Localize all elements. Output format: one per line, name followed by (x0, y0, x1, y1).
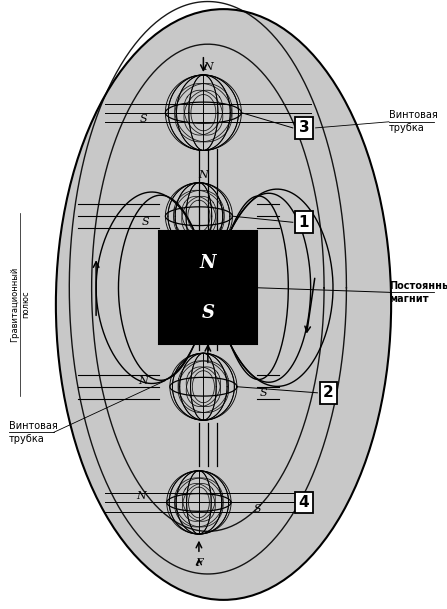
Text: S: S (139, 114, 147, 124)
Text: S: S (201, 303, 215, 322)
Text: S: S (141, 217, 149, 227)
Text: 3: 3 (299, 121, 309, 135)
Ellipse shape (56, 9, 391, 600)
Text: N: N (138, 376, 148, 385)
Text: Гравитационный
полюс: Гравитационный полюс (10, 267, 30, 342)
Text: 4: 4 (299, 495, 309, 510)
Text: Винтовая
трубка: Винтовая трубка (9, 421, 58, 444)
Text: N: N (203, 62, 213, 72)
Text: 1: 1 (299, 215, 309, 230)
Text: S: S (260, 388, 268, 398)
Text: N: N (136, 491, 146, 501)
Text: S: S (253, 504, 261, 513)
Bar (159, 231, 257, 344)
Text: N: N (198, 170, 208, 180)
Text: N: N (200, 254, 216, 272)
Text: F: F (195, 558, 203, 568)
Text: Постоянный
магнит: Постоянный магнит (389, 281, 447, 304)
Text: Винтовая
трубка: Винтовая трубка (389, 110, 438, 133)
Text: 2: 2 (323, 385, 334, 400)
